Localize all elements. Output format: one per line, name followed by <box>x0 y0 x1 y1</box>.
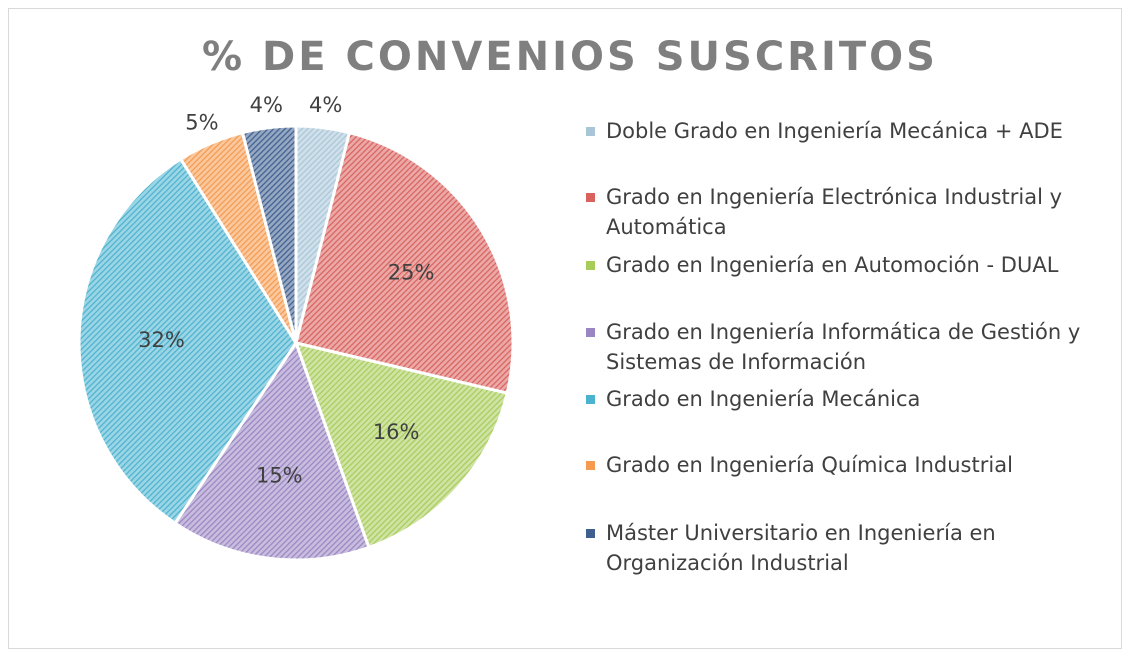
legend-label: Grado en Ingeniería Informática de Gesti… <box>606 320 1081 374</box>
legend-label: Doble Grado en Ingeniería Mecánica + ADE <box>606 119 1063 143</box>
legend-marker <box>586 193 595 202</box>
legend-marker <box>586 328 595 337</box>
legend-item: Grado en Ingeniería Informática de Gesti… <box>586 317 1130 377</box>
data-label: 16% <box>373 420 420 444</box>
legend-marker <box>586 261 595 270</box>
legend-item: Doble Grado en Ingeniería Mecánica + ADE <box>586 116 1130 146</box>
data-label: 5% <box>185 110 218 134</box>
legend-label: Grado en Ingeniería Electrónica Industri… <box>606 185 1063 239</box>
legend-marker <box>586 127 595 136</box>
data-label: 4% <box>250 93 283 117</box>
legend-item: Máster Universitario en Ingeniería en Or… <box>586 518 1130 578</box>
pie-slice <box>293 340 509 550</box>
data-label: 25% <box>388 260 435 284</box>
chart-title: % DE CONVENIOS SUSCRITOS <box>202 34 938 80</box>
pie-slice <box>173 339 371 562</box>
legend-item: Grado en Ingeniería en Automoción - DUAL <box>586 250 1130 280</box>
legend-label: Grado en Ingeniería Mecánica <box>606 387 921 411</box>
data-label: 15% <box>256 464 303 488</box>
legend-label: Máster Universitario en Ingeniería en Or… <box>606 521 996 575</box>
pie-slice <box>240 124 298 344</box>
legend-marker <box>586 395 595 404</box>
data-label: 4% <box>309 93 342 117</box>
data-label: 32% <box>138 328 185 352</box>
legend-marker <box>586 461 595 470</box>
legend-item: Grado en Ingeniería Mecánica <box>586 384 1130 414</box>
legend-marker <box>586 529 595 538</box>
chart-frame <box>8 8 1122 649</box>
legend-label: Grado en Ingeniería Química Industrial <box>606 453 1013 477</box>
legend-item: Grado en Ingeniería Química Industrial <box>586 450 1130 480</box>
legend-label: Grado en Ingeniería en Automoción - DUAL <box>606 253 1059 277</box>
pie-slice <box>294 130 515 395</box>
legend-item: Grado en Ingeniería Electrónica Industri… <box>586 182 1130 242</box>
pie-slice <box>77 157 298 526</box>
